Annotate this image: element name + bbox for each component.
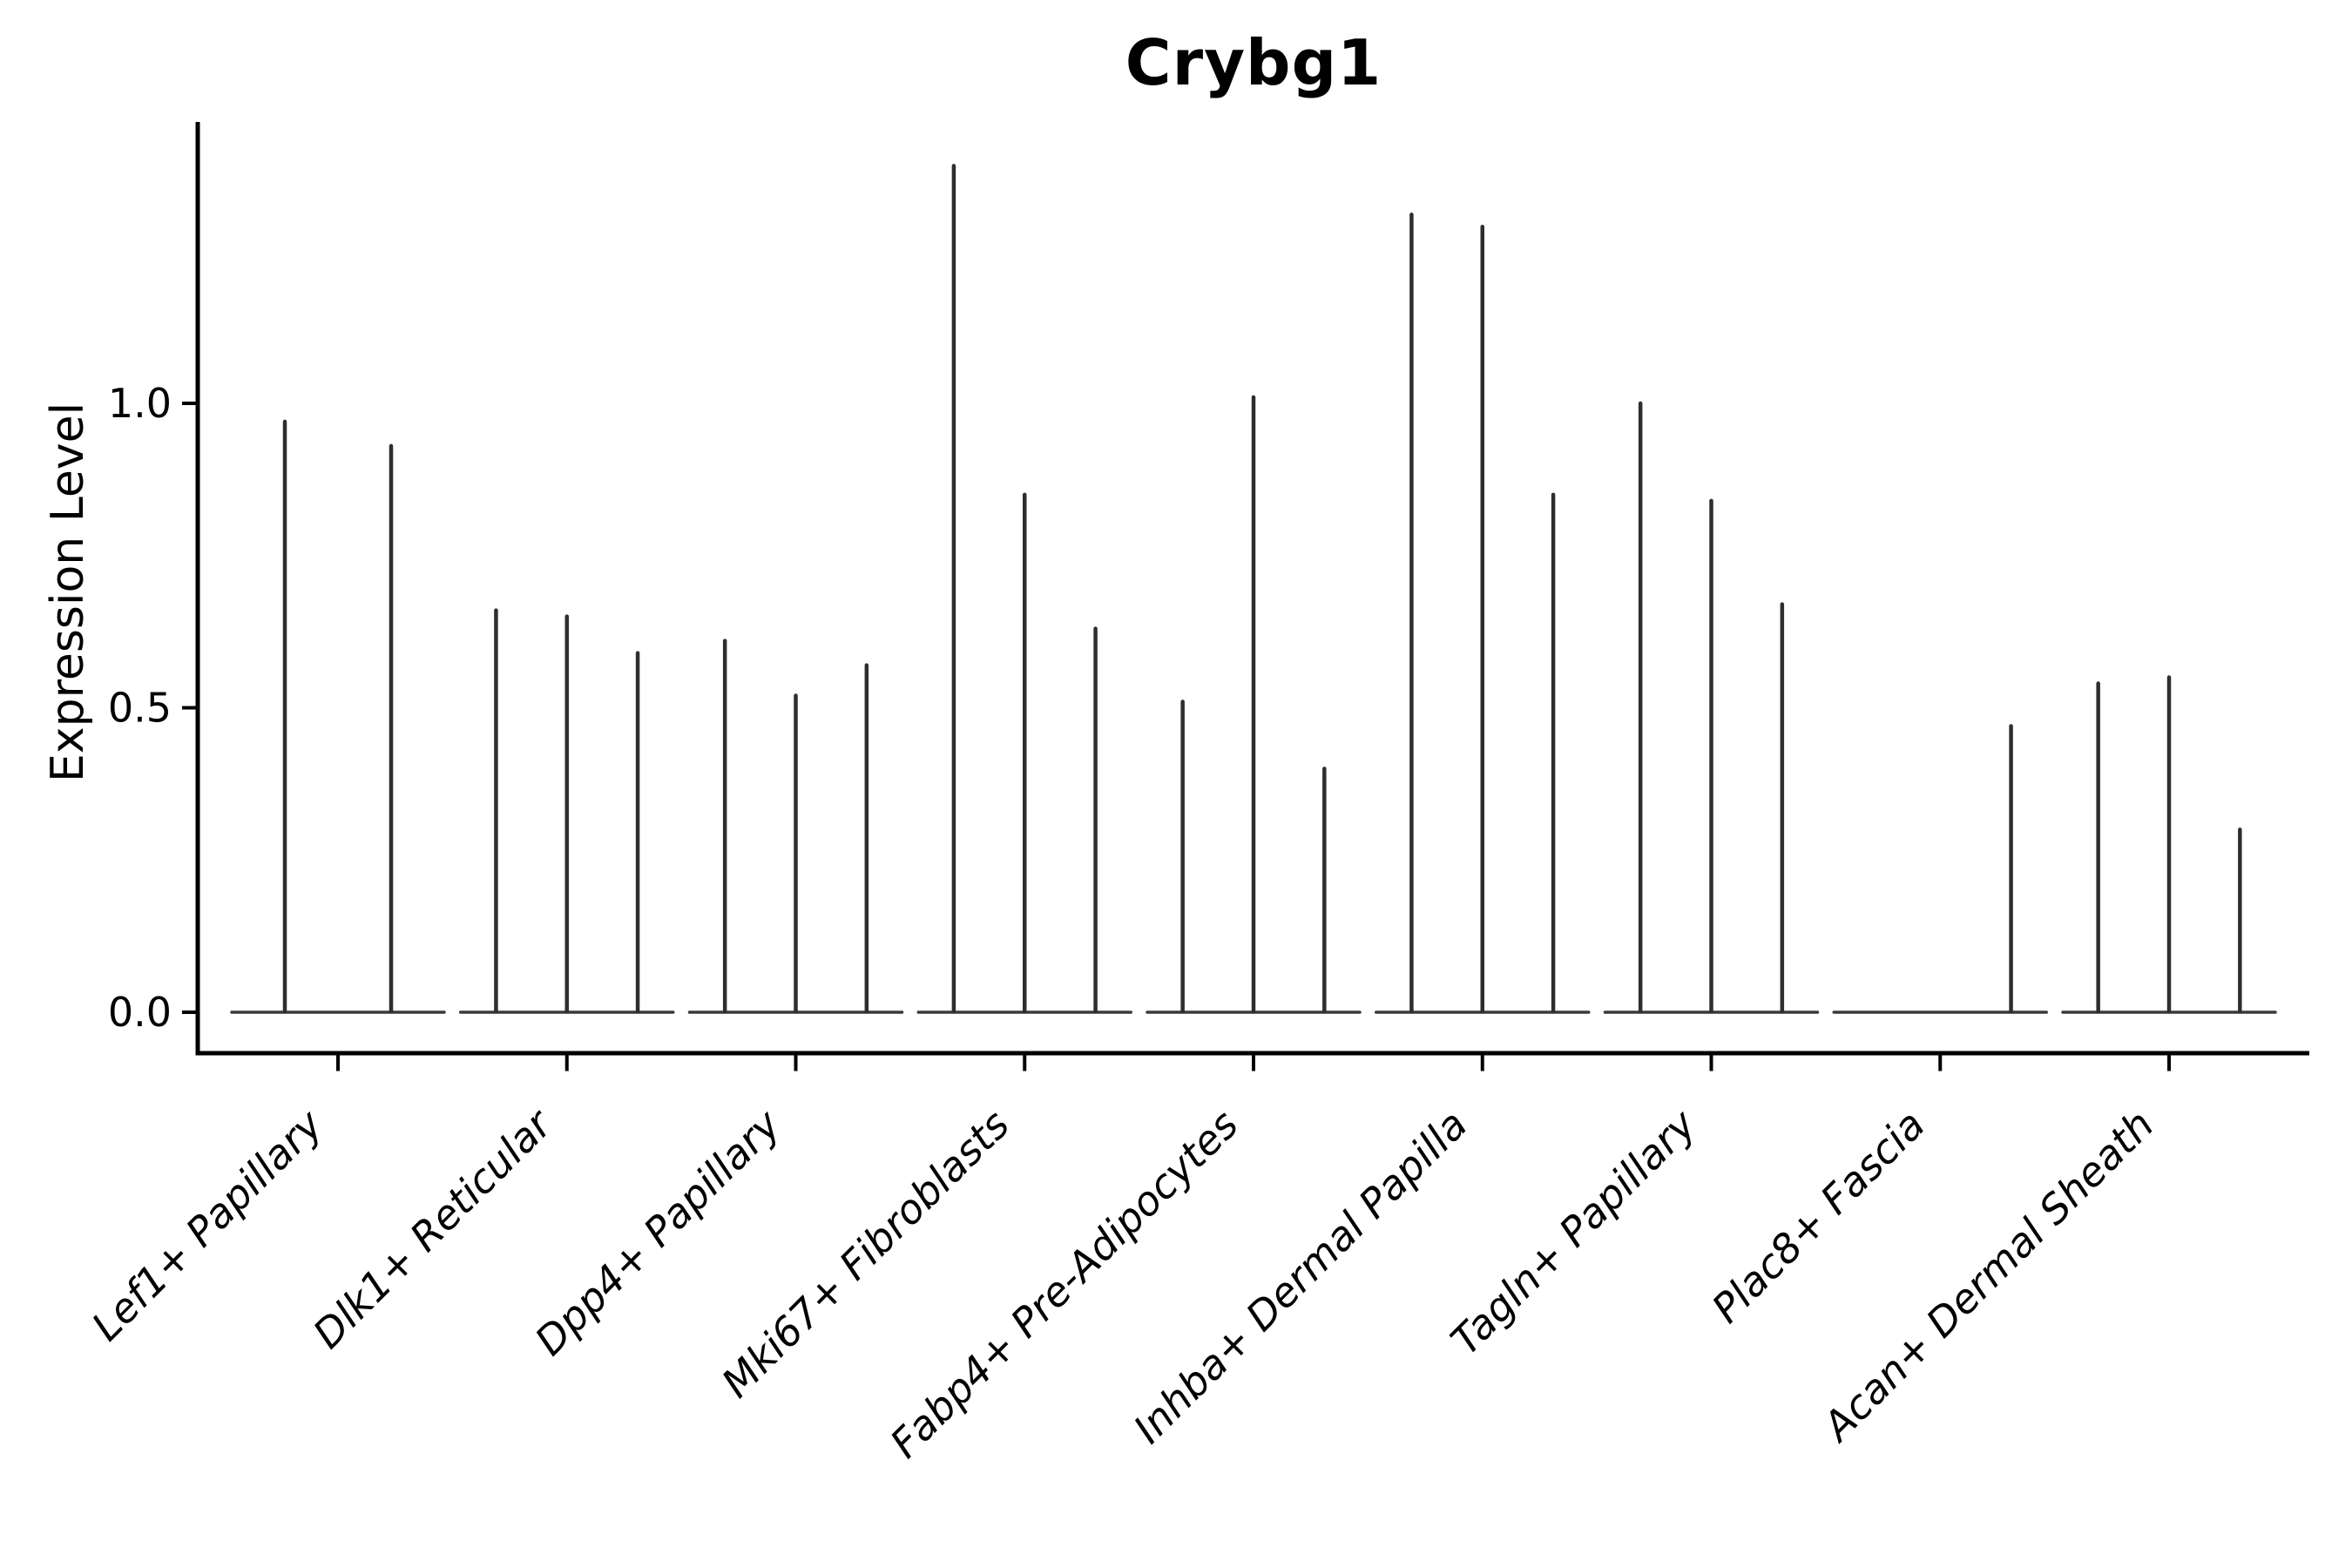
x-category-label: Dlk1+ Reticular xyxy=(304,1098,563,1357)
x-category-label: Dpp4+ Papillary xyxy=(526,1100,790,1364)
x-category-label: Tagln+ Papillary xyxy=(1442,1100,1706,1364)
y-tick-label: 0.0 xyxy=(108,989,172,1036)
plot-title: Crybg1 xyxy=(1125,26,1382,99)
x-category-label: Lef1+ Papillary xyxy=(83,1100,332,1349)
x-category-label: Plac8+ Fascia xyxy=(1703,1101,1934,1332)
y-tick-label: 1.0 xyxy=(108,380,172,427)
y-tick-label: 0.5 xyxy=(108,685,172,732)
